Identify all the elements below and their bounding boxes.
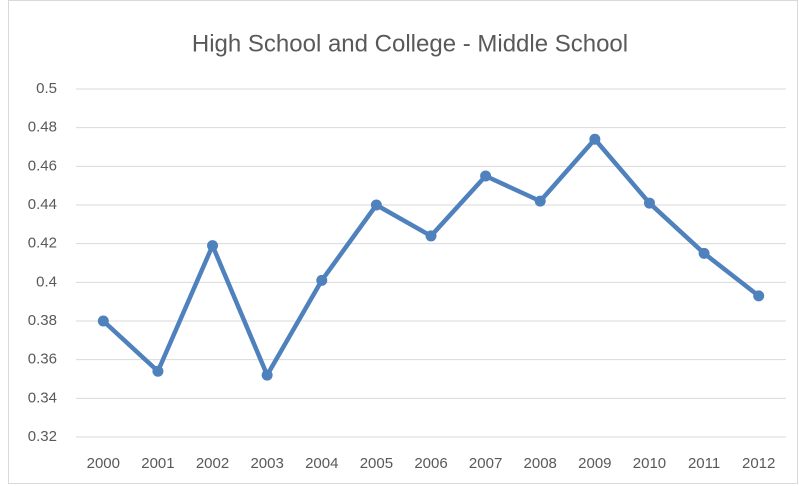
- data-point: [589, 133, 601, 145]
- data-point: [643, 197, 655, 209]
- x-tick-label: 2005: [360, 455, 393, 472]
- y-tick-label: 0.38: [28, 312, 57, 329]
- chart-title: High School and College - Middle School: [192, 30, 628, 57]
- x-tick-label: 2009: [578, 455, 611, 472]
- data-point: [425, 230, 437, 242]
- data-point: [152, 365, 164, 377]
- y-tick-label: 0.34: [28, 389, 57, 406]
- x-tick-label: 2008: [524, 455, 557, 472]
- y-tick-label: 0.44: [28, 196, 57, 213]
- data-point: [316, 274, 328, 286]
- data-point: [753, 290, 765, 302]
- y-tick-label: 0.36: [28, 351, 57, 368]
- y-tick-label: 0.48: [28, 119, 57, 136]
- y-tick-label: 0.42: [28, 235, 57, 252]
- y-tick-label: 0.5: [36, 80, 57, 97]
- y-tick-label: 0.4: [36, 273, 57, 290]
- data-point: [480, 170, 492, 182]
- data-point: [207, 240, 219, 252]
- data-point: [698, 247, 710, 259]
- x-tick-label: 2004: [305, 455, 338, 472]
- data-point: [261, 369, 273, 381]
- x-tick-label: 2000: [87, 455, 120, 472]
- x-tick-label: 2007: [469, 455, 502, 472]
- data-point: [97, 315, 109, 327]
- x-tick-label: 2011: [688, 455, 720, 472]
- chart-border: [8, 0, 798, 484]
- y-tick-label: 0.46: [28, 157, 57, 174]
- x-tick-label: 2003: [250, 455, 283, 472]
- data-point: [370, 199, 382, 211]
- x-tick-label: 2001: [141, 455, 174, 472]
- data-point: [534, 195, 546, 207]
- y-tick-label: 0.32: [28, 428, 57, 445]
- data-line: [101, 137, 761, 378]
- x-tick-label: 2010: [633, 455, 666, 472]
- x-tick-label: 2006: [414, 455, 447, 472]
- x-tick-label: 2012: [742, 455, 775, 472]
- x-tick-label: 2002: [196, 455, 229, 472]
